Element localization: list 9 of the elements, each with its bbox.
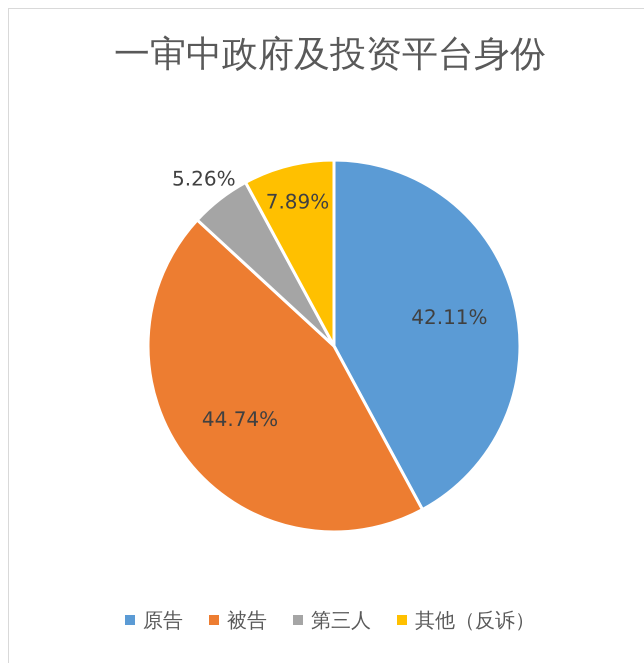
legend-label: 第三人 <box>311 608 371 632</box>
data-label: 5.26% <box>172 166 236 191</box>
data-label: 7.89% <box>266 190 330 214</box>
legend-label: 原告 <box>143 608 183 632</box>
legend-label: 其他（反诉） <box>415 608 535 632</box>
data-label: 44.74% <box>202 407 278 432</box>
data-label: 42.11% <box>411 304 488 329</box>
chart-title: 一审中政府及投资平台身份 <box>114 34 546 75</box>
legend-label: 被告 <box>227 608 267 632</box>
